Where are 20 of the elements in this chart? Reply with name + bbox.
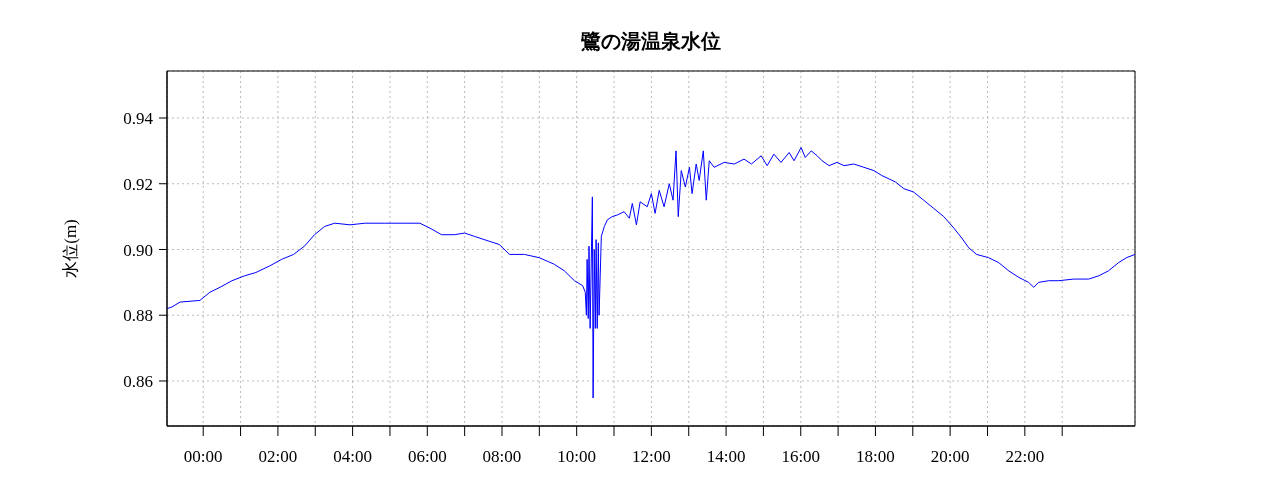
y-tick-label: 0.94 [123,109,154,129]
x-tick-label: 02:00 [258,447,298,467]
y-axis-title: 水位(m) [61,219,81,278]
y-tick-label: 0.88 [123,306,153,326]
x-tick-label: 00:00 [183,447,223,467]
chart-title: 鷺の湯温泉水位 [580,29,722,54]
x-tick-label: 10:00 [557,447,597,467]
y-tick-label: 0.86 [123,372,153,391]
x-tick-label: 20:00 [930,447,970,467]
x-tick-label: 16:00 [781,447,821,467]
x-tick-label: 12:00 [632,447,671,467]
line-series [167,147,1135,399]
x-tick-label: 14:00 [706,447,746,467]
x-tick-label: 06:00 [407,447,447,467]
y-tick-label: 0.90 [123,240,153,260]
x-tick-label: 04:00 [333,447,372,467]
x-tick-label: 22:00 [1005,447,1045,467]
x-tick-label: 08:00 [482,447,522,467]
y-tick-label: 0.92 [123,174,153,194]
x-tick-label: 18:00 [856,447,895,467]
